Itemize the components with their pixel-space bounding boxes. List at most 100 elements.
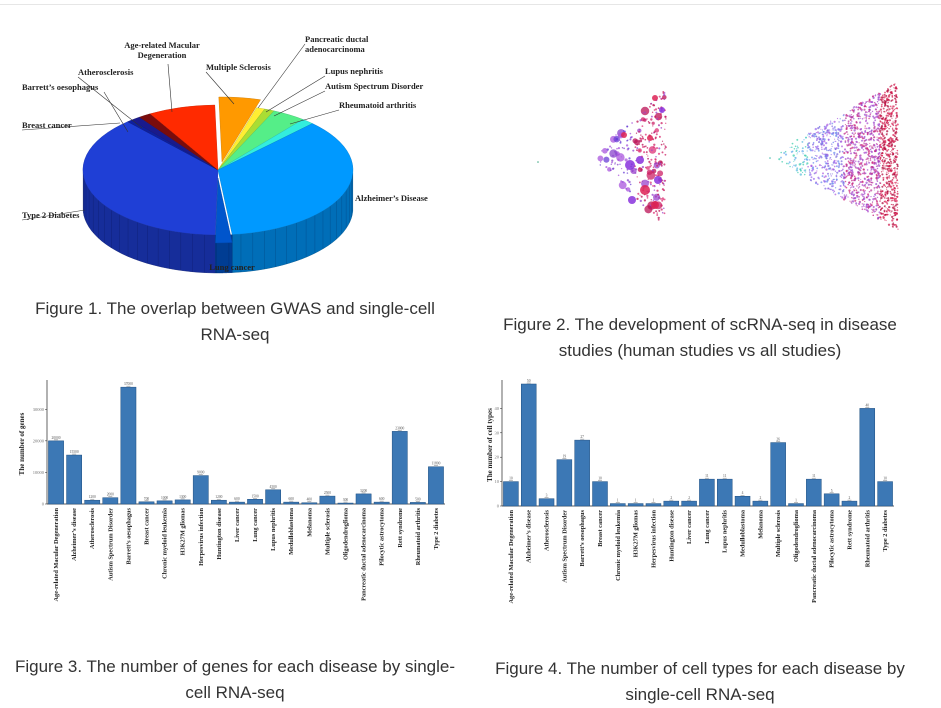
bar-type-2-diabetes bbox=[428, 466, 444, 505]
x-tick-alzheimer-s-disease: Alzheimer’s disease bbox=[71, 508, 78, 561]
scatter-point bbox=[617, 146, 621, 150]
scatter-point bbox=[788, 161, 791, 164]
bar-type-2-diabetes bbox=[877, 481, 893, 507]
scatter-point bbox=[650, 115, 653, 118]
scatter-point bbox=[841, 156, 844, 159]
scatter-point bbox=[654, 108, 658, 111]
bar-pilocytic-astrocytoma bbox=[823, 493, 840, 507]
bar-atherosclerosis bbox=[538, 498, 555, 507]
scatter-point bbox=[849, 125, 851, 127]
scatter-point bbox=[894, 108, 896, 110]
bar-value-label: 40 bbox=[865, 403, 869, 407]
scatter-point bbox=[892, 222, 895, 225]
scatter-point bbox=[896, 163, 898, 165]
scatter-point bbox=[891, 215, 894, 218]
scatter-point bbox=[824, 161, 826, 163]
scatter-point bbox=[874, 130, 877, 133]
scatter-point bbox=[853, 124, 857, 127]
scatter-point bbox=[848, 191, 851, 193]
scatter-point bbox=[891, 151, 893, 153]
scatter-point bbox=[864, 127, 866, 129]
scatter-point bbox=[866, 147, 869, 150]
bar-liver-cancer bbox=[681, 500, 697, 507]
scatter-point bbox=[879, 182, 882, 184]
y-tick-label: 20 bbox=[495, 455, 500, 460]
scatter-point bbox=[837, 142, 839, 144]
scatter-point bbox=[860, 158, 862, 160]
scatter-point bbox=[835, 162, 838, 165]
scatter-point bbox=[815, 131, 818, 134]
scatter-point bbox=[873, 162, 876, 165]
scatter-point bbox=[880, 209, 882, 211]
scatter-point bbox=[832, 182, 834, 185]
scatter-point bbox=[890, 137, 893, 141]
scatter-point bbox=[896, 139, 899, 142]
scatter-point bbox=[639, 194, 641, 196]
scatter-point bbox=[878, 164, 881, 167]
scatter-point bbox=[793, 160, 795, 162]
scatter-point bbox=[866, 175, 869, 179]
scatter-point bbox=[537, 161, 539, 163]
scatter-point bbox=[664, 148, 666, 150]
bar-value-label: 10 bbox=[598, 477, 602, 481]
scatter-point bbox=[871, 145, 873, 147]
scatter-point bbox=[887, 172, 890, 174]
scatter-point bbox=[876, 165, 879, 167]
scatter-point bbox=[891, 95, 894, 97]
bar-value-label: 11 bbox=[705, 474, 709, 478]
scatter-point bbox=[871, 204, 873, 207]
scatter-point bbox=[818, 156, 821, 159]
scatter-point bbox=[832, 185, 835, 187]
scatter-point bbox=[894, 204, 897, 207]
scatter-point bbox=[816, 170, 818, 172]
scatter-point bbox=[878, 140, 880, 142]
scatter-point bbox=[880, 124, 884, 128]
scatter-point bbox=[792, 154, 795, 157]
scatter-point bbox=[859, 173, 862, 176]
scatter-point bbox=[649, 165, 652, 168]
figure-4-caption: Figure 4. The number of cell types for e… bbox=[495, 659, 905, 704]
scatter-point bbox=[864, 103, 866, 105]
bar-melanoma bbox=[752, 500, 769, 507]
bar-value-label: 4 bbox=[742, 491, 744, 495]
bar-value-label: 11 bbox=[812, 474, 816, 478]
scatter-point bbox=[894, 147, 896, 150]
scatter-point bbox=[867, 194, 870, 198]
pie-slice-age-related-macular-degeneration bbox=[149, 104, 219, 171]
scatter-point bbox=[847, 172, 851, 175]
x-tick-type-2-diabetes: Type 2 diabetes bbox=[433, 507, 440, 549]
scatter-point bbox=[840, 163, 843, 166]
scatter-point bbox=[865, 127, 868, 130]
scatter-point bbox=[791, 146, 793, 148]
scatter-point bbox=[824, 165, 827, 167]
scatter-point bbox=[870, 195, 872, 198]
scatter-point bbox=[885, 152, 887, 155]
scatter-point bbox=[887, 105, 890, 108]
scatter-point bbox=[828, 123, 831, 125]
scatter-point bbox=[858, 195, 860, 198]
scatter-point bbox=[873, 189, 875, 191]
bar-value-label: 700 bbox=[144, 497, 150, 501]
scatter-point bbox=[826, 155, 829, 157]
scatter-point bbox=[888, 177, 891, 179]
scatter-point bbox=[853, 161, 856, 164]
scatter-point bbox=[860, 128, 862, 130]
scatter-point bbox=[884, 185, 887, 188]
scatter-point bbox=[834, 170, 837, 172]
scatter-point bbox=[809, 159, 811, 161]
scatter-point bbox=[855, 178, 857, 180]
scatter-point bbox=[642, 112, 644, 114]
scatter-point bbox=[863, 190, 866, 193]
scatter-point bbox=[834, 125, 836, 128]
scatter-point bbox=[844, 132, 847, 134]
scatter-point bbox=[863, 104, 867, 108]
scatter-point bbox=[828, 177, 831, 180]
scatter-point bbox=[895, 152, 897, 154]
scatter-point bbox=[882, 144, 885, 147]
scatter-point bbox=[870, 105, 872, 107]
scatter-point bbox=[885, 176, 888, 179]
scatter-point bbox=[645, 151, 648, 154]
scatter-point bbox=[880, 208, 883, 210]
scatter-point bbox=[835, 175, 838, 177]
scatter-point bbox=[853, 152, 856, 155]
